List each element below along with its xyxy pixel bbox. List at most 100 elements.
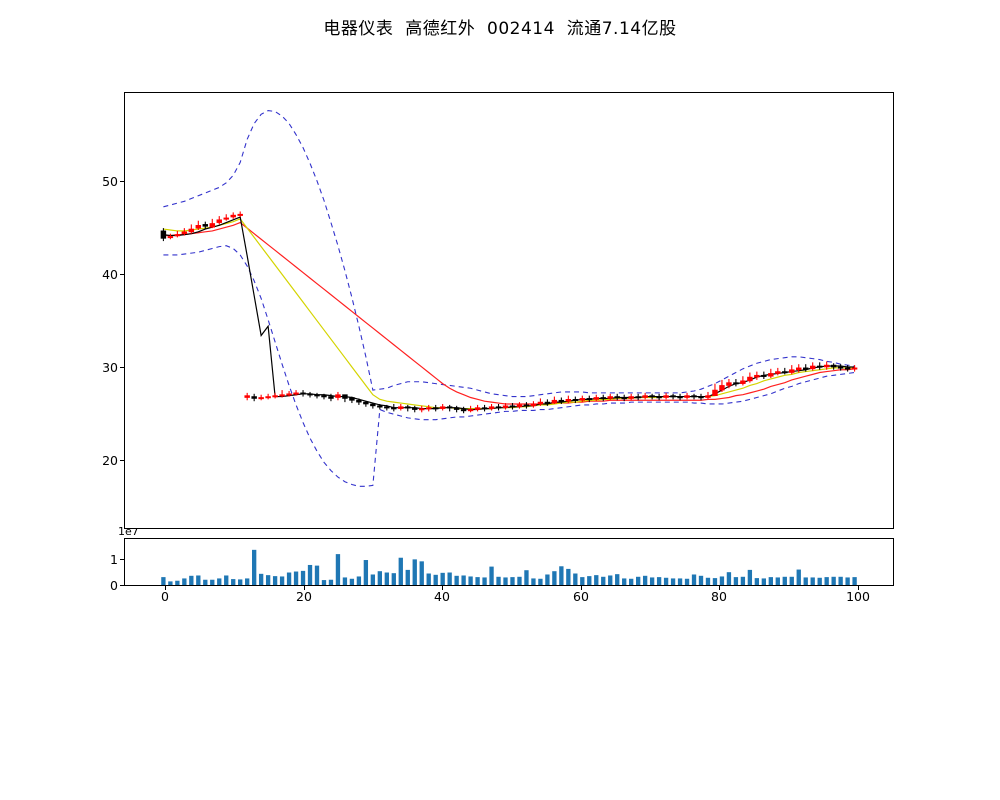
volume-bar (663, 577, 669, 585)
volume-bar (517, 576, 522, 585)
volume-bar (635, 576, 641, 585)
volume-bar (573, 573, 578, 585)
candle-body (684, 395, 690, 398)
candle-body (230, 214, 236, 218)
candle-body (740, 380, 746, 384)
price-chart-svg (160, 110, 858, 487)
candle-body (474, 407, 481, 410)
candle-body (698, 396, 704, 399)
volume-bar (363, 560, 369, 585)
candle-body (712, 389, 718, 396)
xtick-mark-80 (719, 586, 721, 590)
candle-body (705, 395, 711, 398)
volume-bar (789, 576, 794, 585)
volume-bar (733, 577, 739, 585)
candle-body (342, 394, 348, 399)
candle-body (816, 365, 823, 368)
volume-bar (217, 578, 222, 585)
volume-bar (622, 578, 627, 585)
price-ytick-label-40: 40 (102, 267, 118, 282)
candle-body (516, 404, 523, 408)
candle-body (747, 376, 753, 382)
candle-body (614, 396, 620, 399)
volume-bar (286, 572, 292, 585)
candle-body (719, 385, 725, 391)
candle-body (377, 405, 383, 408)
xtick-label-60: 60 (573, 589, 589, 604)
candle-body (279, 394, 285, 397)
candle-body (405, 406, 411, 409)
candle-body (307, 393, 313, 396)
price-plot-area[interactable] (124, 92, 894, 529)
volume-bar (335, 554, 341, 585)
volume-bar (454, 575, 459, 585)
candle-body (844, 367, 851, 370)
volume-bar (691, 574, 697, 585)
bollinger-upper-line (163, 110, 855, 398)
volume-bar (384, 572, 389, 585)
candle-body (579, 398, 586, 401)
volume-bar (433, 574, 438, 585)
xtick-mark-40 (442, 586, 444, 590)
volume-bar (231, 579, 236, 585)
candle-body (523, 404, 530, 407)
volume-bar (468, 576, 473, 585)
candle-body (363, 401, 369, 405)
volume-bar (698, 575, 704, 585)
volume-bar (817, 577, 822, 585)
volume-bar (210, 579, 215, 585)
volume-chart-svg (161, 549, 857, 585)
volume-bar (189, 575, 194, 585)
ma-long-line (163, 221, 855, 405)
volume-bar (279, 576, 285, 585)
volume-bar (175, 580, 180, 585)
volume-bar (342, 577, 348, 585)
candle-body (837, 366, 844, 369)
price-ytick-label-50: 50 (102, 174, 118, 189)
volume-ytick-mark-1 (120, 558, 124, 560)
volume-bar (426, 573, 431, 585)
candle-body (488, 406, 495, 409)
volume-bar (251, 549, 257, 585)
volume-bar (831, 576, 836, 585)
candle-body (663, 395, 669, 398)
volume-bar (398, 557, 403, 585)
candle-body (321, 395, 327, 398)
candle-body (649, 395, 655, 398)
candle-body (851, 367, 858, 370)
volume-bar (377, 571, 383, 585)
volume-bar (356, 576, 362, 585)
xtick-label-40: 40 (434, 589, 450, 604)
candle-body (670, 395, 676, 398)
candle-body (370, 403, 376, 407)
candle-body (188, 228, 195, 233)
ma-short-line (163, 216, 855, 411)
candle-body (432, 407, 439, 410)
candle-body (181, 231, 188, 235)
volume-bar (161, 577, 166, 585)
volume-bar (594, 575, 599, 585)
volume-bar (810, 577, 815, 585)
candle-body (544, 401, 551, 404)
volume-bar (300, 570, 306, 585)
xtick-label-0: 0 (161, 589, 169, 604)
volume-bar (740, 576, 746, 585)
volume-bar (482, 577, 487, 585)
volume-bar (238, 579, 243, 585)
candle-body (265, 396, 271, 399)
candle-body (293, 392, 299, 395)
bollinger-lower-line (163, 245, 855, 487)
candle-body (628, 396, 634, 399)
candle-body (572, 399, 579, 401)
candle-body (558, 399, 565, 402)
volume-bar (475, 577, 480, 585)
candle-body (761, 374, 767, 377)
candle-body (537, 401, 544, 405)
volume-bar (405, 569, 410, 585)
candle-body (328, 396, 334, 399)
candle-body (530, 403, 537, 407)
volume-bar (203, 579, 208, 585)
volume-bar (580, 577, 585, 585)
volume-plot-area[interactable] (124, 538, 894, 586)
candle-body (586, 398, 593, 401)
